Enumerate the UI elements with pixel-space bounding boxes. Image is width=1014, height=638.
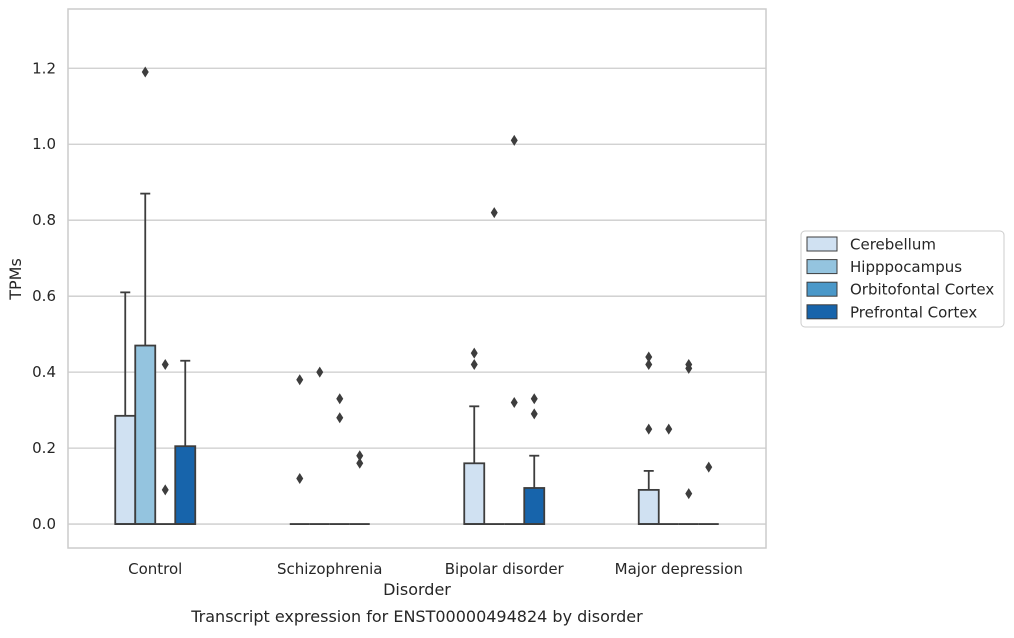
y-tick-label: 0.2 <box>32 439 56 457</box>
x-tick-label: Control <box>128 560 182 578</box>
box-group <box>698 461 719 525</box>
box-group <box>174 359 197 525</box>
outlier-marker <box>510 397 518 409</box>
box-group <box>349 450 370 525</box>
box-group <box>658 423 679 525</box>
outlier-marker <box>470 359 478 371</box>
x-tick-label: Schizophrenia <box>277 560 382 578</box>
outlier-marker <box>161 484 169 496</box>
legend-label: Orbitofontal Cortex <box>850 281 994 299</box>
y-tick-label: 0.8 <box>32 211 56 229</box>
legend: Cerebellum Hipppocampus Orbitofontal Corte… <box>800 230 1005 328</box>
box-group <box>155 359 176 525</box>
y-tick-label: 1.0 <box>32 135 56 153</box>
box-group <box>484 207 505 525</box>
outlier-marker <box>336 412 344 424</box>
outlier-marker <box>296 472 304 484</box>
outlier-marker <box>530 393 538 405</box>
legend-label: Cerebellum <box>850 236 936 254</box>
box-group <box>289 374 310 525</box>
box <box>637 488 660 525</box>
outlier-marker <box>665 423 673 435</box>
outlier-marker <box>530 408 538 420</box>
box-group <box>678 359 699 525</box>
box <box>134 344 157 525</box>
outlier-marker <box>685 359 693 371</box>
y-tick-label: 0.6 <box>32 287 56 305</box>
y-axis-label: TPMs <box>6 258 25 301</box>
plot-frame <box>67 8 767 549</box>
outlier-marker <box>645 423 653 435</box>
outlier-marker <box>161 359 169 371</box>
plot-border <box>67 8 767 549</box>
box-group <box>463 347 486 525</box>
y-tick-label: 0.0 <box>32 515 56 533</box>
legend-label: Prefrontal Cortex <box>850 303 977 321</box>
box-group <box>134 66 157 525</box>
outlier-marker <box>510 134 518 146</box>
y-axis-ticks: 0.0 0.2 0.4 0.6 0.8 1.0 1.2 <box>32 59 56 533</box>
outlier-marker <box>141 66 149 78</box>
outlier-marker <box>685 488 693 500</box>
x-axis-label: Disorder <box>383 580 451 599</box>
x-tick-label: Bipolar disorder <box>445 560 565 578</box>
box <box>174 445 197 525</box>
outlier-marker <box>705 461 713 473</box>
legend-label: Hipppocampus <box>850 258 962 276</box>
legend-swatch <box>806 236 838 252</box>
gridlines <box>68 67 766 525</box>
outlier-marker <box>470 347 478 359</box>
outlier-marker <box>336 393 344 405</box>
legend-swatch <box>806 281 838 297</box>
box-group <box>309 366 330 525</box>
y-tick-label: 1.2 <box>32 59 56 77</box>
legend-swatch <box>806 304 838 320</box>
y-tick-label: 0.4 <box>32 363 56 381</box>
chart-caption: Transcript expression for ENST0000049482… <box>190 607 643 626</box>
outlier-marker <box>645 351 653 363</box>
box-group <box>329 393 350 525</box>
outlier-marker <box>490 207 498 219</box>
box-plots <box>114 66 719 525</box>
outlier-marker <box>356 450 364 462</box>
legend-swatch <box>806 259 838 275</box>
outlier-marker <box>356 457 364 469</box>
x-axis-ticks: Control Schizophrenia Bipolar disorder Majo… <box>128 560 743 578</box>
legend-box <box>800 230 1005 328</box>
outlier-marker <box>296 374 304 386</box>
x-tick-label: Major depression <box>615 560 743 578</box>
box <box>114 414 137 525</box>
outlier-marker <box>645 359 653 371</box>
box <box>523 487 546 525</box>
outlier-marker <box>316 366 324 378</box>
box-group <box>114 291 137 525</box>
box-group <box>504 134 525 525</box>
box-group <box>523 393 546 525</box>
box <box>463 462 486 525</box>
box-group <box>637 351 660 525</box>
